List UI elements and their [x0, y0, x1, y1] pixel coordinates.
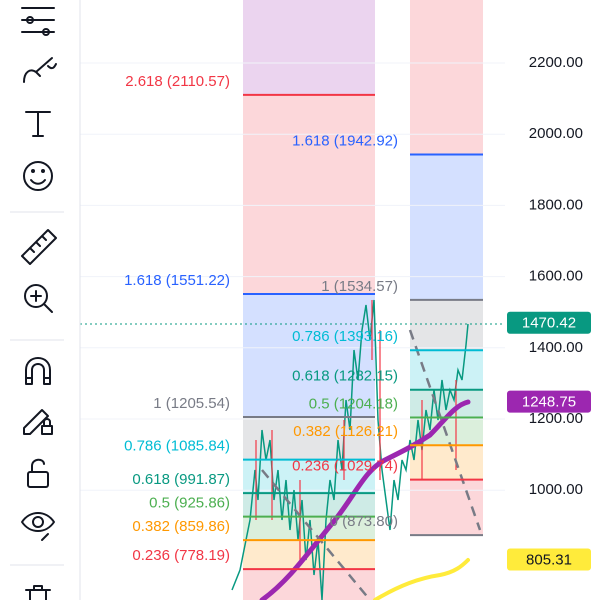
fib-zone	[410, 389, 483, 418]
fib-level-label: 1.618 (1551.22)	[124, 272, 230, 289]
fib-zone	[410, 154, 483, 300]
fib-level-label: 0.618 (1282.15)	[292, 368, 398, 385]
price-tick-label: 2200.00	[529, 54, 583, 71]
price-tick-label: 1800.00	[529, 196, 583, 213]
price-badge	[507, 311, 591, 334]
fib-level-label: 0.618 (991.87)	[132, 471, 230, 488]
price-tick-label: 1000.00	[529, 481, 583, 498]
text-tool[interactable]	[25, 111, 51, 137]
fib-zone	[243, 459, 375, 494]
ruler-tool[interactable]	[21, 229, 57, 265]
price-tick-label: 1600.00	[529, 268, 583, 285]
fib-zones	[243, 0, 483, 600]
moving-average-slow	[373, 558, 470, 600]
price-badge-label: 1248.75	[522, 394, 576, 411]
fib-level-label: 0.382 (859.86)	[132, 518, 230, 535]
delete-tool[interactable]	[25, 585, 51, 600]
toolbar	[0, 0, 80, 600]
fib-level-label: 2.618 (2110.57)	[125, 73, 230, 90]
lock-drawing-tool[interactable]	[23, 409, 53, 435]
fib-zone	[410, 445, 483, 480]
price-tick-label: 1200.00	[529, 410, 583, 427]
price-tick-label: 1400.00	[529, 339, 583, 356]
price-axis: 2200.00 2000.00 1800.00 1600.00 1400.00 1200.…	[507, 54, 591, 571]
fib-level-label: 0.786 (1085.84)	[124, 438, 230, 455]
fib-level-label: 1 (1534.57)	[321, 278, 398, 295]
fib-levels: 2.618 (2110.57) 1.618 (1551.22) 1 (1205.54…	[124, 73, 483, 571]
fib-zone	[410, 299, 483, 351]
fib-level-label: 1.618 (1942.92)	[292, 133, 398, 150]
magnet-tool[interactable]	[25, 357, 51, 385]
fib-level-label: 0.382 (1126.21)	[293, 423, 398, 440]
visibility-tool[interactable]	[21, 512, 55, 541]
trend-line	[261, 329, 482, 600]
brush-tool[interactable]	[23, 57, 57, 83]
fib-zone	[410, 350, 483, 390]
fib-level-label: 0.786 (1393.16)	[292, 328, 398, 345]
fib-zone	[243, 0, 375, 95]
fib-level-label: 0.5 (1204.18)	[309, 395, 398, 412]
fib-level-label: 1 (1205.54)	[153, 395, 230, 412]
price-badge	[507, 548, 591, 571]
price-badge	[507, 390, 591, 413]
emoji-tool[interactable]	[23, 161, 53, 191]
lock-tool[interactable]	[27, 458, 49, 488]
price-badge-label: 1470.42	[522, 315, 576, 332]
fib-level-label: 0.236 (778.19)	[132, 547, 230, 564]
fib-zone	[410, 0, 483, 155]
zoom-tool[interactable]	[24, 284, 53, 313]
lines-tool[interactable]	[21, 7, 55, 36]
moving-average	[259, 399, 471, 600]
fib-level-label: 0.236 (1029.74)	[292, 458, 398, 475]
fib-level-label: 0 (873.80)	[330, 513, 398, 530]
grid	[80, 62, 505, 491]
fib-zone	[243, 569, 375, 600]
price-badge-label: 805.31	[526, 551, 572, 568]
fib-level-label: 0.5 (925.86)	[149, 495, 230, 512]
fib-zone	[243, 94, 375, 294]
price-tick-label: 2000.00	[529, 125, 583, 142]
